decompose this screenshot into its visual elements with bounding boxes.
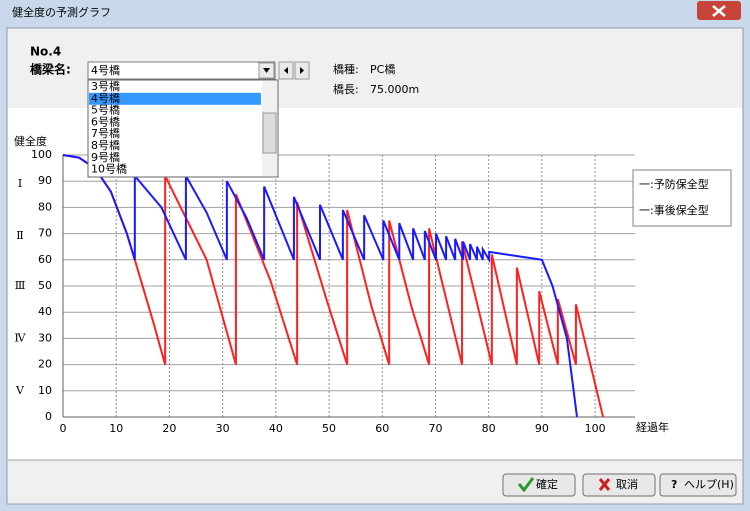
button-icon [598,478,611,491]
button-icon: ? [671,478,677,491]
close-icon [712,5,726,17]
y-tick-label: 60 [38,253,52,266]
series-line [62,154,605,418]
window-title: 健全度の予測グラフ [12,5,111,19]
x-tick-label: 40 [269,422,283,435]
plot: 0 10 20 30 40 50 60 70 80 90 100 Ⅰ Ⅱ Ⅲ Ⅳ Ⅴ 0 10 20 30 40 50 60… [15,148,732,435]
next-icon [300,67,304,74]
x-tick-label: 0 [60,422,67,435]
scroll-thumb[interactable] [262,112,277,154]
button-icon [517,477,535,493]
y-tick-label: 50 [38,279,52,292]
legend-entry: 一:予防保全型 [639,177,709,191]
bridge-length: 75.000m [370,83,419,96]
grade-label: Ⅱ [16,229,23,242]
x-tick-label: 10 [109,422,123,435]
grade-label: Ⅳ [15,331,27,344]
list-item[interactable]: 7号橋 [91,126,120,140]
list-item[interactable]: 10号橋 [91,162,127,176]
x-tick-label: 30 [216,422,230,435]
record-number: No.4 [30,45,61,59]
button[interactable] [659,473,737,497]
buttons: 確定 取消? ヘルプ(H) [502,473,737,497]
list-item[interactable]: 3号橋 [91,79,120,93]
x-tick-label: 70 [428,422,442,435]
grade-label: Ⅴ [15,384,25,397]
button-label: 取消 [616,477,638,491]
bridge-combobox[interactable] [87,61,276,80]
button[interactable] [502,473,576,497]
grade-label: Ⅲ [15,279,26,292]
list-item[interactable]: 9号橋 [91,150,120,164]
y-axis-label: 健全度 [14,134,47,148]
x-axis-label: 経過年 [636,420,669,434]
x-tick-label: 20 [162,422,176,435]
y-tick-label: 0 [45,410,52,423]
y-tick-label: 30 [38,331,52,344]
x-tick-label: 100 [585,422,606,435]
bridge-label: 橋梁名: [30,62,71,77]
button-label: ヘルプ(H) [684,478,734,491]
y-tick-label: 20 [38,358,52,371]
y-tick-label: 80 [38,200,52,213]
x-tick-label: 90 [535,422,549,435]
x-tick-label: 50 [322,422,336,435]
x-tick-label: 80 [482,422,496,435]
series-line [62,154,578,418]
combobox-value: 4号橋 [91,63,120,77]
prev-icon [284,67,288,74]
bridge-type-label: 橋種: [333,62,359,76]
grade-label: Ⅰ [18,177,22,190]
list-item[interactable]: 8号橋 [91,138,120,152]
y-tick-label: 90 [38,174,52,187]
bridge-type: PC橋 [370,62,395,76]
y-tick-label: 10 [38,384,52,397]
list-highlight [89,92,261,105]
list-item[interactable]: 6号橋 [91,114,120,128]
y-tick-label: 70 [38,227,52,240]
bridge-length-label: 橋長: [333,82,359,96]
list-item[interactable]: 4号橋 [91,91,120,105]
x-tick-label: 60 [375,422,389,435]
legend-box [632,169,732,227]
list-item[interactable]: 5号橋 [91,103,120,117]
arrow-icon [263,68,270,73]
y-tick-label: 100 [31,148,52,161]
y-tick-label: 40 [38,305,52,318]
legend-entry: 一:事後保全型 [639,203,709,217]
button-label: 確定 [536,477,558,491]
